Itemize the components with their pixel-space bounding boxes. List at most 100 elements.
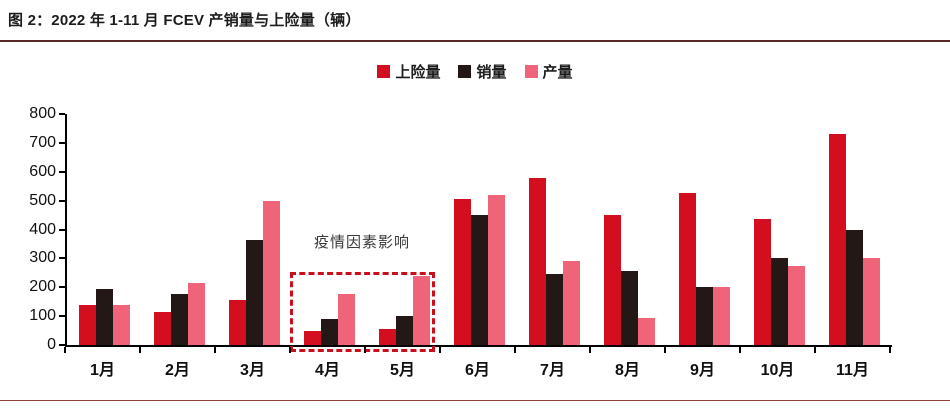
legend-swatch-icon bbox=[377, 65, 391, 78]
y-axis-tick-label: 300 bbox=[29, 249, 56, 267]
bar-产量-5月 bbox=[413, 275, 430, 345]
bar-chart-plot-area bbox=[65, 114, 892, 347]
x-axis-label-3月: 3月 bbox=[240, 362, 265, 379]
x-axis-label-6月: 6月 bbox=[465, 362, 490, 379]
bar-产量-7月 bbox=[563, 261, 580, 345]
y-axis-tick-mark bbox=[59, 170, 65, 173]
y-axis-tick-label: 500 bbox=[29, 191, 56, 209]
y-axis-tick-label: 0 bbox=[47, 336, 56, 353]
y-axis-tick-label: 400 bbox=[29, 220, 56, 238]
x-axis-labels: 1月 2月 3月 4月 5月 6月 7月 8月 9月 10月 11月 bbox=[65, 356, 890, 380]
bar-产量-10月 bbox=[788, 265, 805, 345]
x-axis-tick-mark bbox=[814, 347, 816, 353]
legend-label: 上险量 bbox=[395, 64, 441, 81]
y-axis-tick-label: 700 bbox=[29, 133, 56, 151]
bar-销量-7月 bbox=[546, 274, 563, 345]
bar-group-11月 bbox=[817, 114, 892, 345]
bar-上险量-9月 bbox=[679, 193, 696, 345]
bar-group-3月 bbox=[217, 114, 292, 345]
bar-销量-9月 bbox=[696, 287, 713, 345]
bar-产量-3月 bbox=[263, 200, 280, 345]
bar-产量-4月 bbox=[338, 294, 355, 345]
bar-销量-5月 bbox=[396, 316, 413, 345]
legend-label: 产量 bbox=[542, 64, 573, 81]
y-axis-tick-mark bbox=[59, 228, 65, 231]
legend-item-0: 上险量 bbox=[377, 61, 440, 82]
bar-group-4月 bbox=[292, 114, 367, 345]
x-axis-tick-mark bbox=[364, 347, 366, 353]
bar-销量-2月 bbox=[171, 293, 188, 345]
x-axis-tick-mark bbox=[439, 347, 441, 353]
footer-rule bbox=[0, 400, 950, 401]
x-axis-tick-mark bbox=[214, 347, 216, 353]
bar-上险量-3月 bbox=[229, 300, 246, 345]
bar-产量-11月 bbox=[863, 258, 880, 345]
bar-group-6月 bbox=[442, 114, 517, 345]
bar-group-10月 bbox=[742, 114, 817, 345]
bar-上险量-5月 bbox=[379, 329, 396, 345]
bar-销量-3月 bbox=[246, 239, 263, 345]
y-axis-tick-mark bbox=[59, 344, 65, 346]
x-axis-label-5月: 5月 bbox=[390, 362, 415, 379]
bar-销量-10月 bbox=[771, 258, 788, 345]
y-axis-tick-label: 800 bbox=[29, 105, 56, 122]
x-axis-tick-mark bbox=[589, 347, 591, 353]
y-axis-tick-label: 600 bbox=[29, 162, 56, 180]
bar-销量-4月 bbox=[321, 319, 338, 345]
x-axis-label-7月: 7月 bbox=[540, 362, 565, 379]
title-underline-rule bbox=[0, 40, 950, 42]
bar-上险量-10月 bbox=[754, 219, 771, 345]
x-axis-tick-mark bbox=[889, 347, 891, 353]
x-axis-label-4月: 4月 bbox=[315, 362, 340, 379]
x-axis-tick-mark bbox=[64, 347, 66, 353]
bar-上险量-2月 bbox=[154, 311, 171, 345]
bar-产量-1月 bbox=[113, 304, 130, 345]
y-axis-tick-mark bbox=[59, 113, 65, 115]
y-axis-tick-label: 100 bbox=[29, 307, 56, 325]
x-axis-tick-mark bbox=[289, 347, 291, 353]
legend-swatch-icon bbox=[458, 65, 472, 78]
y-axis-tick-mark bbox=[59, 199, 65, 202]
x-axis-label-8月: 8月 bbox=[615, 362, 640, 379]
bar-上险量-8月 bbox=[604, 215, 621, 345]
bar-group-5月 bbox=[367, 114, 442, 345]
y-axis-tick-mark bbox=[59, 141, 65, 144]
bar-group-7月 bbox=[517, 114, 592, 345]
bar-上险量-7月 bbox=[529, 177, 546, 345]
legend-item-1: 销量 bbox=[458, 61, 507, 82]
bar-产量-6月 bbox=[488, 194, 505, 345]
x-axis-label-11月: 11月 bbox=[836, 362, 869, 379]
bar-上险量-6月 bbox=[454, 199, 471, 345]
x-axis-label-9月: 9月 bbox=[690, 362, 715, 379]
legend-label: 销量 bbox=[476, 64, 507, 81]
bar-上险量-1月 bbox=[79, 304, 96, 345]
bar-产量-8月 bbox=[638, 317, 655, 345]
annotation-dashed-box bbox=[290, 272, 435, 352]
x-axis-label-2月: 2月 bbox=[165, 362, 190, 379]
bar-group-9月 bbox=[667, 114, 742, 345]
bar-销量-11月 bbox=[846, 229, 863, 345]
annotation-label: 疫情因素影响 bbox=[313, 234, 410, 251]
legend-item-2: 产量 bbox=[524, 61, 573, 82]
y-axis-tick-mark bbox=[59, 315, 65, 318]
legend-swatch-icon bbox=[524, 65, 538, 78]
bar-销量-6月 bbox=[471, 215, 488, 345]
bar-group-2月 bbox=[142, 114, 217, 345]
bar-产量-2月 bbox=[188, 282, 205, 345]
y-axis-tick-label: 200 bbox=[29, 278, 56, 296]
y-axis-tick-mark bbox=[59, 286, 65, 289]
bar-上险量-4月 bbox=[304, 330, 321, 345]
x-axis-tick-mark bbox=[139, 347, 141, 353]
bar-上险量-11月 bbox=[829, 134, 846, 345]
bar-销量-1月 bbox=[96, 289, 113, 345]
x-axis-tick-mark bbox=[664, 347, 666, 353]
chart-legend: 上险量 销量 产量 bbox=[0, 61, 950, 82]
bar-group-8月 bbox=[592, 114, 667, 345]
x-axis-tick-mark bbox=[514, 347, 516, 353]
x-axis-label-1月: 1月 bbox=[90, 362, 115, 379]
bar-产量-9月 bbox=[713, 287, 730, 345]
x-axis-tick-mark bbox=[739, 347, 741, 353]
bar-销量-8月 bbox=[621, 271, 638, 345]
y-axis-tick-mark bbox=[59, 257, 65, 260]
